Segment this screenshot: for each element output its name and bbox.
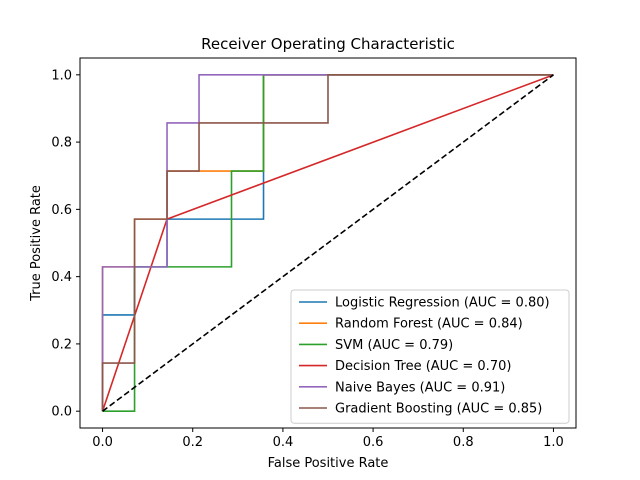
- legend-label-decision-tree: Decision Tree (AUC = 0.70): [335, 359, 511, 374]
- x-tick-label: 0.8: [453, 435, 474, 450]
- legend-label-svm: SVM (AUC = 0.79): [335, 338, 453, 353]
- x-tick-label: 0.0: [92, 435, 113, 450]
- plot-lines: [101, 74, 554, 412]
- y-tick-label: 0.4: [51, 270, 72, 285]
- y-tick-label: 0.6: [51, 203, 72, 218]
- axes: 0.0 0.2 0.4 0.6 0.8 1.0 0.0 0.2 0.4 0.6 0.8 1.0: [51, 57, 577, 450]
- legend-label-naive-bayes: Naive Bayes (AUC = 0.91): [335, 380, 505, 395]
- legend-box: [290, 289, 570, 424]
- legend-label-logistic-regression: Logistic Regression (AUC = 0.80): [335, 296, 550, 311]
- chart-title: Receiver Operating Characteristic: [201, 35, 455, 53]
- reference-diagonal-line: [102, 74, 554, 412]
- y-tick-label: 0.0: [51, 405, 72, 420]
- series-line-gradient-boosting: [101, 74, 554, 412]
- plot-frame: [79, 57, 577, 429]
- y-tick-label: 1.0: [51, 68, 72, 83]
- legend-label-random-forest: Random Forest (AUC = 0.84): [335, 317, 523, 332]
- series-line-naive-bayes: [101, 74, 554, 412]
- x-tick-label: 1.0: [543, 435, 564, 450]
- x-tick-label: 0.2: [182, 435, 203, 450]
- y-axis-label: True Positive Rate: [29, 185, 44, 302]
- x-tick-label: 0.6: [363, 435, 384, 450]
- x-axis-label: False Positive Rate: [268, 456, 389, 471]
- y-tick-label: 0.2: [51, 337, 72, 352]
- y-tick-label: 0.8: [51, 136, 72, 151]
- x-tick-label: 0.4: [273, 435, 294, 450]
- legend-label-gradient-boosting: Gradient Boosting (AUC = 0.85): [335, 402, 542, 417]
- legend: Logistic Regression (AUC = 0.80) Random F…: [290, 289, 570, 424]
